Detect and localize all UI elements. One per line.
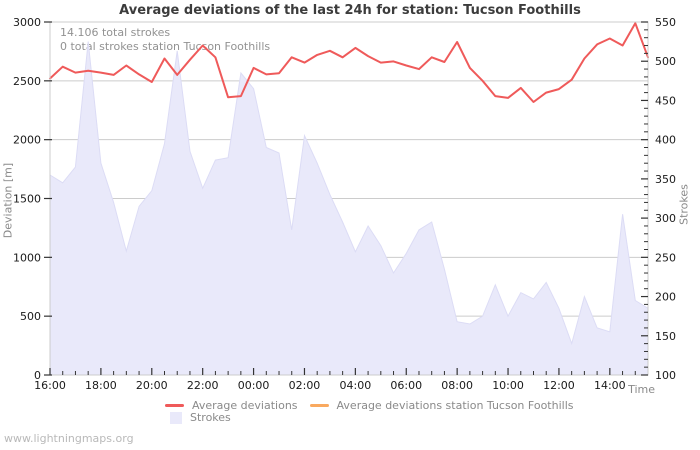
legend-row-lines: Average deviations Average deviations st… xyxy=(165,399,573,412)
y-right-tick-label: 550 xyxy=(655,16,676,29)
y-right-tick-label: 250 xyxy=(655,251,676,264)
x-tick-label: 22:00 xyxy=(187,379,219,392)
y-right-tick-label: 150 xyxy=(655,330,676,343)
y-left-tick-label: 2000 xyxy=(13,134,41,147)
y-left-tick-label: 2500 xyxy=(13,75,41,88)
y-right-tick-label: 450 xyxy=(655,94,676,107)
x-axis-title: Time xyxy=(628,383,655,396)
y-left-tick-label: 1500 xyxy=(13,193,41,206)
x-tick-label: 02:00 xyxy=(289,379,321,392)
x-tick-label: 08:00 xyxy=(441,379,473,392)
y-left-tick-label: 0 xyxy=(34,369,41,382)
x-tick-label: 12:00 xyxy=(543,379,575,392)
watermark: www.lightningmaps.org xyxy=(4,432,134,445)
y-right-tick-label: 100 xyxy=(655,369,676,382)
y-right-tick-label: 500 xyxy=(655,55,676,68)
y-left-tick-label: 1000 xyxy=(13,251,41,264)
x-tick-label: 20:00 xyxy=(136,379,168,392)
x-tick-label: 10:00 xyxy=(492,379,524,392)
station-strokes-annotation: 0 total strokes station Tucson Foothills xyxy=(60,40,271,53)
legend-strokes: Strokes xyxy=(190,411,231,424)
avg-deviations-swatch xyxy=(165,404,184,407)
chart-title: Average deviations of the last 24h for s… xyxy=(119,3,581,18)
total-strokes-annotation: 14.106 total strokes xyxy=(60,26,171,39)
x-tick-label: 16:00 xyxy=(34,379,66,392)
y-right-tick-label: 350 xyxy=(655,173,676,186)
x-tick-label: 14:00 xyxy=(594,379,626,392)
y-right-tick-label: 300 xyxy=(655,212,676,225)
y-left-tick-label: 3000 xyxy=(13,16,41,29)
x-tick-label: 06:00 xyxy=(390,379,422,392)
avg-deviations-series xyxy=(49,22,649,103)
strokes-swatch xyxy=(170,411,182,424)
x-tick-label: 18:00 xyxy=(85,379,117,392)
legend-row-strokes: Strokes xyxy=(170,411,231,424)
x-tick-label: 00:00 xyxy=(238,379,270,392)
legend-avg-deviations: Average deviations xyxy=(192,399,298,412)
y-right-tick-label: 200 xyxy=(655,291,676,304)
avg-deviations-station-swatch xyxy=(309,404,329,407)
strokes-area-series xyxy=(50,41,648,375)
strokes-area-edge xyxy=(49,41,649,346)
x-tick-label: 04:00 xyxy=(340,379,372,392)
y-right-tick-label: 400 xyxy=(655,134,676,147)
y-left-tick-label: 500 xyxy=(20,310,41,323)
legend-avg-deviations-station: Average deviations station Tucson Foothi… xyxy=(336,399,574,412)
